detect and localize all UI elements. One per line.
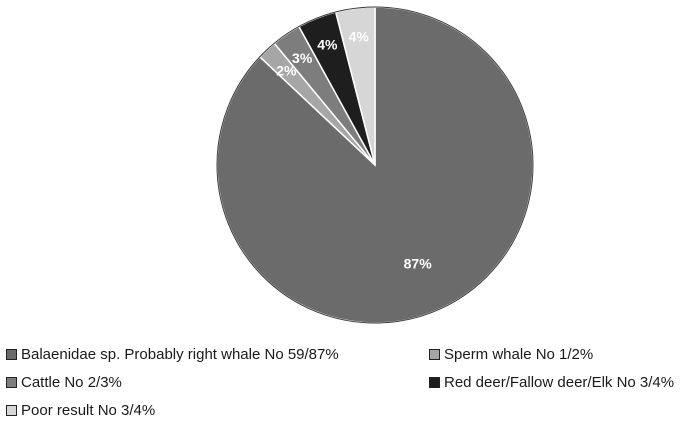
legend-item-poor-result: Poor result No 3/4%	[6, 402, 155, 419]
legend-item-sperm-whale: Sperm whale No 1/2%	[429, 346, 593, 363]
legend-label: Poor result No 3/4%	[21, 402, 156, 419]
legend-item-right-whale: Balaenidae sp. Probably right whale No 5…	[6, 346, 339, 363]
slice-data-label: 2%	[276, 63, 297, 79]
legend-label: Sperm whale No 1/2%	[444, 346, 594, 363]
slice-data-label: 87%	[404, 256, 433, 272]
legend: Balaenidae sp. Probably right whale No 5…	[6, 346, 686, 431]
legend-item-cattle: Cattle No 2/3%	[6, 374, 122, 391]
legend-swatch	[6, 377, 17, 388]
pie-outline	[216, 6, 534, 324]
pie-chart-svg: 87%2%3%4%4%	[216, 6, 534, 324]
legend-label: Cattle No 2/3%	[21, 374, 122, 391]
legend-label: Balaenidae sp. Probably right whale No 5…	[21, 346, 339, 363]
slice-data-label: 3%	[292, 50, 313, 66]
legend-swatch	[429, 349, 440, 360]
slice-data-label: 4%	[349, 28, 370, 44]
legend-swatch	[6, 405, 17, 416]
legend-label: Red deer/Fallow deer/Elk No 3/4%	[444, 374, 675, 391]
slice-data-label: 4%	[317, 37, 338, 53]
legend-swatch	[6, 349, 17, 360]
legend-swatch	[429, 377, 440, 388]
legend-item-red-deer: Red deer/Fallow deer/Elk No 3/4%	[429, 374, 674, 391]
